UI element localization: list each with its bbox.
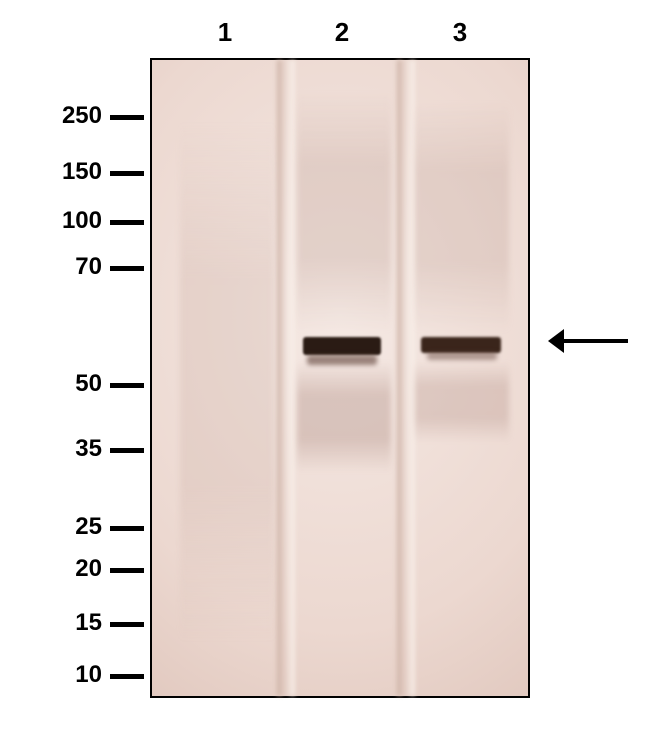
- arrow-head: [548, 329, 564, 353]
- arrow-shaft: [560, 339, 628, 343]
- western-blot-figure: 25015010070503525201510 123: [0, 0, 650, 732]
- band-indicator-arrow: [0, 0, 650, 732]
